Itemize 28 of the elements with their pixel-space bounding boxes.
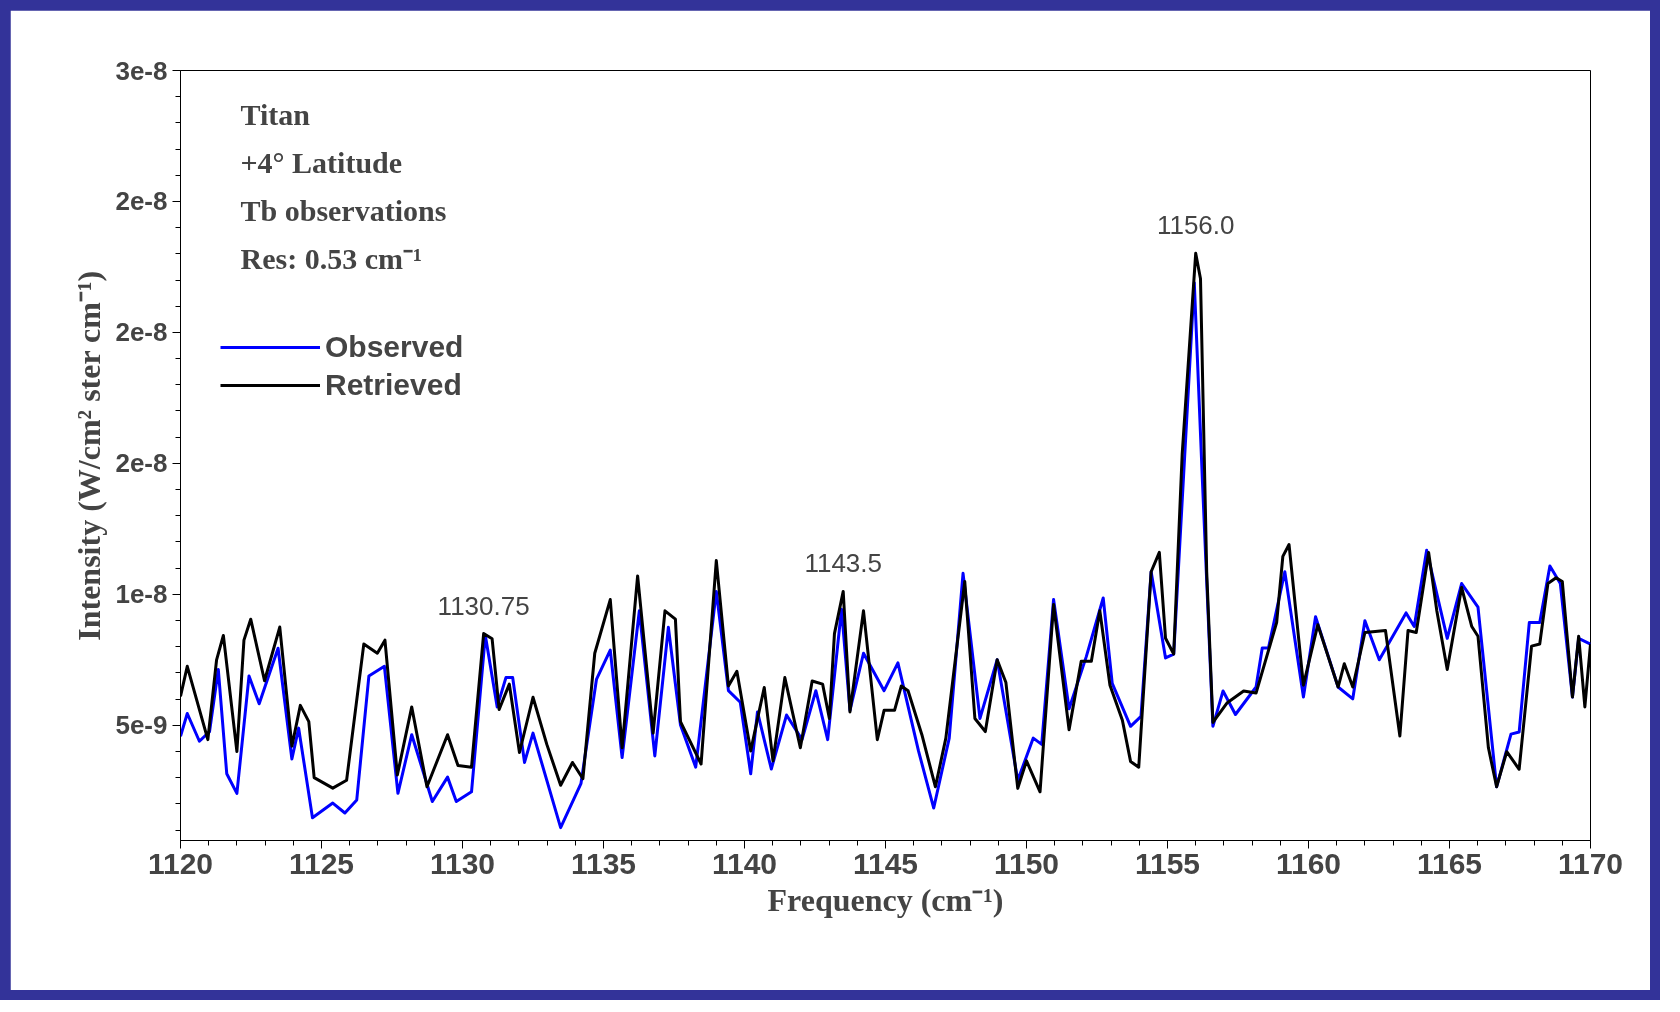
x-tick-label: 1160 xyxy=(1275,846,1342,880)
annotation: Res: 0.53 cm⁻¹ xyxy=(240,241,422,275)
y-tick-label: 2e-8 xyxy=(115,448,168,479)
x-tick-label: 1145 xyxy=(852,846,919,880)
x-tick-label: 1130 xyxy=(429,846,496,880)
annotation: 1156.0 xyxy=(1156,210,1235,241)
y-tick-label: 1e-8 xyxy=(115,579,168,610)
x-tick-label: 1135 xyxy=(570,846,637,880)
annotation: Tb observations xyxy=(240,193,447,227)
y-axis-title: Intensity (W/cm² ster cm⁻¹) xyxy=(71,270,108,641)
y-tick-label: 3e-8 xyxy=(115,55,168,86)
y-tick-label: 2e-8 xyxy=(115,317,168,348)
legend-label: Observed xyxy=(325,330,464,364)
x-tick-label: 1150 xyxy=(993,846,1060,880)
x-tick-label: 1165 xyxy=(1416,846,1483,880)
x-tick-label: 1140 xyxy=(711,846,778,880)
y-tick-label: 2e-8 xyxy=(115,186,168,217)
annotation: 1143.5 xyxy=(804,548,882,579)
annotation: Titan xyxy=(240,97,311,131)
x-tick-label: 1170 xyxy=(1557,846,1624,880)
annotation: 1130.75 xyxy=(437,590,530,621)
x-axis-title: Frequency (cm⁻¹) xyxy=(767,881,1004,918)
annotation: +4° Latitude xyxy=(240,145,403,179)
legend-label: Retrieved xyxy=(325,368,462,402)
x-tick-label: 1125 xyxy=(288,846,355,880)
x-tick-label: 1120 xyxy=(147,846,214,880)
y-tick-label: 5e-9 xyxy=(115,710,168,741)
x-tick-label: 1155 xyxy=(1134,846,1201,880)
